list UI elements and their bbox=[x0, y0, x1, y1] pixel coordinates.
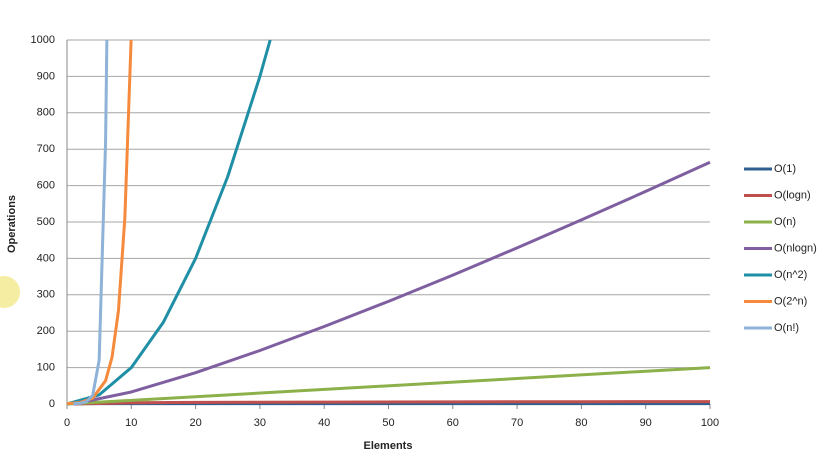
y-tick-label: 300 bbox=[37, 289, 55, 301]
x-tick-label: 40 bbox=[318, 417, 330, 429]
y-tick-label: 600 bbox=[37, 180, 55, 192]
y-tick-label: 100 bbox=[37, 362, 55, 374]
cursor-highlight bbox=[0, 276, 20, 308]
series-line bbox=[73, 39, 109, 406]
x-tick-label: 30 bbox=[254, 417, 266, 429]
x-tick-label: 20 bbox=[189, 417, 201, 429]
legend-label: O(n!) bbox=[774, 322, 799, 334]
legend-label: O(nlogn) bbox=[774, 242, 817, 254]
x-tick-label: 10 bbox=[125, 417, 137, 429]
y-tick-label: 500 bbox=[37, 216, 55, 228]
x-tick-label: 60 bbox=[447, 417, 459, 429]
legend-label: O(logn) bbox=[774, 189, 811, 201]
y-axis-label: Operations bbox=[6, 195, 18, 253]
series-line bbox=[66, 366, 711, 406]
y-tick-label: 900 bbox=[37, 70, 55, 82]
x-tick-label: 100 bbox=[701, 417, 719, 429]
x-tick-label: 50 bbox=[382, 417, 394, 429]
x-axis-label: Elements bbox=[364, 440, 413, 452]
y-tick-label: 200 bbox=[37, 325, 55, 337]
legend-label: O(1) bbox=[774, 163, 796, 175]
y-tick-label: 800 bbox=[37, 107, 55, 119]
y-tick-label: 700 bbox=[37, 143, 55, 155]
y-tick-label: 400 bbox=[37, 252, 55, 264]
y-tick-label: 1000 bbox=[31, 34, 55, 46]
legend-label: O(n^2) bbox=[774, 269, 807, 281]
x-tick-label: 70 bbox=[511, 417, 523, 429]
x-tick-label: 90 bbox=[640, 417, 652, 429]
y-tick-label: 0 bbox=[49, 398, 55, 410]
legend-label: O(n) bbox=[774, 216, 796, 228]
series-line bbox=[73, 400, 711, 406]
series-line bbox=[66, 39, 272, 406]
x-tick-label: 0 bbox=[64, 417, 70, 429]
series-line bbox=[73, 160, 711, 406]
x-tick-label: 80 bbox=[575, 417, 587, 429]
legend-label: O(2^n) bbox=[774, 295, 807, 307]
